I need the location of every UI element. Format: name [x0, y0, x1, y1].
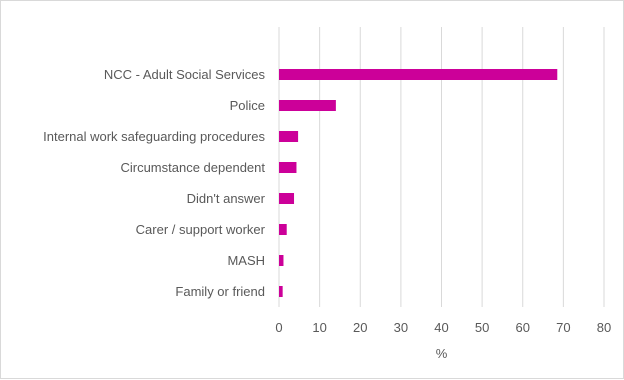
category-label: NCC - Adult Social Services	[104, 67, 266, 82]
bar	[279, 162, 297, 173]
bar	[279, 100, 336, 111]
x-tick-labels: 0 10 20 30 40 50 60 70 80	[275, 320, 611, 335]
bar	[279, 255, 284, 266]
category-label: Family or friend	[175, 284, 265, 299]
x-tick-label: 40	[434, 320, 448, 335]
x-tick-label: 60	[516, 320, 530, 335]
x-tick-label: 0	[275, 320, 282, 335]
x-tick-label: 50	[475, 320, 489, 335]
bar	[279, 193, 295, 204]
bars	[279, 69, 558, 297]
x-tick-label: 20	[353, 320, 367, 335]
bar	[279, 224, 287, 235]
category-label: Internal work safeguarding procedures	[43, 129, 265, 144]
bar	[279, 286, 283, 297]
x-tick-label: 10	[312, 320, 326, 335]
x-tick-label: 80	[597, 320, 611, 335]
x-tick-label: 30	[394, 320, 408, 335]
category-label: MASH	[227, 253, 265, 268]
bar	[279, 69, 558, 80]
category-label: Police	[230, 98, 265, 113]
category-label: Carer / support worker	[136, 222, 266, 237]
category-labels: NCC - Adult Social Services Police Interna…	[43, 67, 266, 299]
category-label: Circumstance dependent	[120, 160, 265, 175]
x-tick-label: 70	[556, 320, 570, 335]
x-axis-title: %	[436, 346, 448, 361]
category-label: Didn't answer	[187, 191, 266, 206]
bar	[279, 131, 299, 142]
